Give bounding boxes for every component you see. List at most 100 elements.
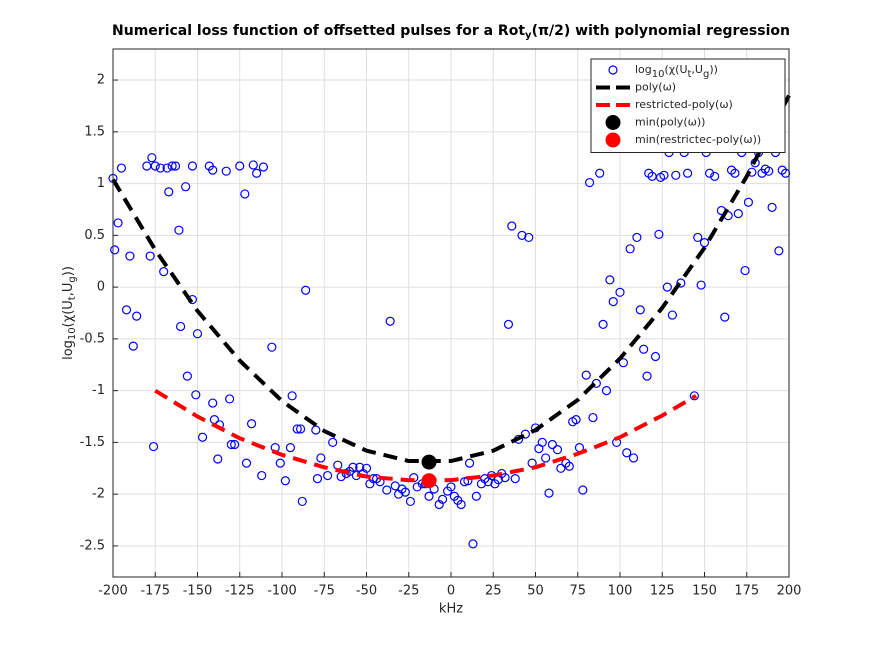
- data-point: [541, 453, 551, 463]
- x-tick-label: -100: [267, 584, 297, 599]
- text-part: ,U: [691, 63, 703, 76]
- x-tick-label: 175: [734, 584, 759, 599]
- x-tick-label: -50: [356, 584, 377, 599]
- data-point: [605, 275, 615, 285]
- text-part: min(restrictec-poly(ω)): [635, 133, 761, 146]
- data-point: [257, 470, 267, 481]
- x-tick-label: -75: [314, 584, 335, 599]
- data-point: [437, 494, 448, 504]
- data-point: [662, 282, 672, 292]
- data-point: [297, 496, 307, 507]
- data-point: [323, 470, 333, 481]
- data-point: [148, 441, 159, 452]
- data-point: [225, 394, 235, 404]
- data-point: [650, 351, 661, 362]
- text-part: log: [635, 63, 652, 76]
- data-point: [382, 485, 392, 495]
- x-tick-label: 0: [447, 584, 455, 599]
- data-point: [743, 197, 754, 207]
- data-point: [113, 218, 123, 228]
- data-point: [275, 458, 285, 468]
- data-point: [240, 189, 250, 199]
- data-point: [500, 473, 510, 483]
- data-point: [581, 370, 591, 380]
- data-point: [639, 344, 649, 354]
- x-tick-label: -25: [398, 584, 419, 599]
- data-point: [615, 287, 625, 297]
- data-point: [544, 488, 554, 498]
- data-point: [174, 225, 184, 235]
- data-point: [628, 453, 639, 463]
- data-point: [197, 432, 208, 442]
- data-point: [292, 424, 302, 434]
- data-point: [405, 496, 416, 507]
- x-tick-label: -175: [140, 584, 170, 599]
- data-point: [191, 390, 201, 400]
- data-point: [328, 437, 338, 448]
- data-point: [252, 168, 262, 178]
- data-point: [221, 166, 231, 176]
- data-point: [696, 280, 706, 290]
- data-point: [503, 319, 514, 329]
- data-point: [241, 458, 252, 468]
- text-part: (χ(U: [665, 63, 688, 76]
- data-point: [267, 342, 277, 352]
- data-point: [642, 371, 652, 381]
- legend-marker: [605, 115, 621, 130]
- data-point: [385, 316, 395, 326]
- data-point: [676, 278, 686, 288]
- data-point: [622, 448, 632, 458]
- data-point: [125, 251, 135, 261]
- data-point: [517, 230, 527, 240]
- data-point: [246, 419, 257, 429]
- data-point: [167, 161, 177, 171]
- data-point: [689, 391, 699, 401]
- data-point: [774, 246, 784, 256]
- data-point: [248, 160, 258, 170]
- data-point: [781, 168, 791, 178]
- subscript: y: [525, 30, 532, 41]
- legend-label: poly(ω): [635, 81, 676, 94]
- data-point: [671, 170, 681, 180]
- data-point: [704, 168, 715, 178]
- data-point: [682, 168, 693, 178]
- data-point: [170, 161, 181, 171]
- data-point: [412, 482, 422, 492]
- data-point: [578, 485, 588, 495]
- subscript: 10: [67, 327, 78, 340]
- data-point: [312, 474, 323, 484]
- data-point: [285, 442, 296, 453]
- subscript: 10: [652, 69, 665, 80]
- data-point: [625, 244, 635, 254]
- data-point: [595, 168, 605, 178]
- x-tick-label: 150: [692, 584, 717, 599]
- data-point: [295, 424, 306, 434]
- y-tick-label: -1: [92, 383, 105, 398]
- data-point: [110, 245, 120, 255]
- text-part: )): [61, 266, 76, 276]
- data-point: [361, 463, 372, 473]
- subscript: t: [67, 296, 78, 300]
- text-part: min(poly(ω)): [635, 116, 705, 129]
- data-point: [446, 482, 456, 492]
- data-point: [598, 319, 608, 329]
- y-tick-label: -2: [92, 487, 105, 502]
- data-point: [710, 171, 720, 181]
- x-tick-label: 100: [608, 584, 633, 599]
- data-point: [767, 202, 777, 212]
- y-tick-label: 2: [97, 73, 105, 88]
- data-point: [510, 474, 520, 484]
- data-point: [654, 229, 664, 239]
- data-point: [524, 232, 534, 243]
- data-point: [468, 539, 478, 549]
- legend-label: min(poly(ω)): [635, 116, 705, 129]
- text-part: Numerical loss function of offsetted pul…: [112, 23, 525, 39]
- y-tick-label: 0: [97, 280, 105, 295]
- data-point: [235, 161, 245, 171]
- legend-label: restricted-poly(ω): [635, 98, 733, 111]
- x-tick-label: -125: [225, 584, 255, 599]
- data-point: [552, 445, 563, 455]
- data-point: [258, 162, 269, 172]
- x-tick-label: 200: [777, 584, 802, 599]
- y-tick-label: -2.5: [80, 538, 105, 553]
